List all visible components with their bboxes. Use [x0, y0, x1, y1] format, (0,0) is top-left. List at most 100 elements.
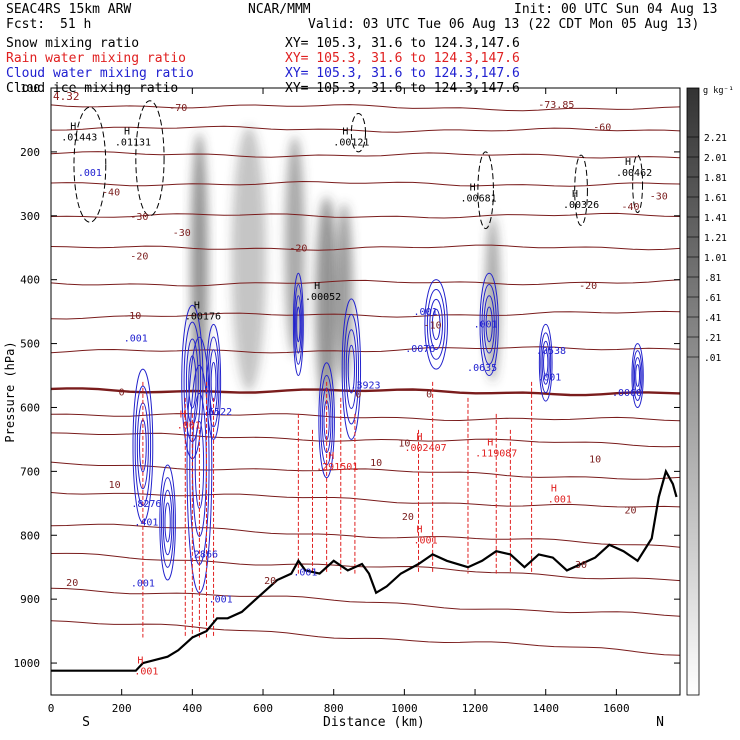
isotherm-label: -73.85: [538, 100, 574, 111]
cloud-water-contour: [635, 364, 641, 387]
isotherm: [51, 212, 680, 219]
rain-water-label: .002407: [404, 443, 446, 454]
y-tick-label: 900: [20, 593, 40, 606]
cloud-water-contour: [161, 477, 175, 568]
x-axis-title: Distance (km): [323, 715, 425, 730]
cloud-water-contour: [188, 355, 197, 409]
ice-max-label: .01443: [61, 132, 97, 143]
cloud-water-label: .3923: [350, 380, 380, 391]
isotherm-label: 10: [589, 455, 601, 466]
isotherm: [51, 346, 680, 354]
cloud-water-contour: [292, 272, 304, 377]
y-axis-title: Pressure (hPa): [3, 341, 17, 442]
isotherm-label: -40: [102, 188, 120, 199]
isotherm: [51, 151, 680, 159]
field-cloud-water-xy: XY= 105.3, 31.6 to 124.3,147.6: [285, 66, 520, 81]
rain-water-label: .001: [177, 421, 201, 432]
cloud-water-contour: [347, 344, 355, 394]
max-marker: H: [328, 451, 334, 462]
y-tick-label: 100: [20, 82, 40, 95]
cloud-water-contour: [541, 340, 550, 385]
field-snow-name: Snow mixing ratio: [6, 36, 140, 51]
isotherm-label: -10: [123, 311, 141, 322]
cloud-ice-contour: [73, 106, 107, 223]
cloud-water-contour: [538, 323, 553, 402]
colorbar: 2.21 2.01 1.81 1.61 1.41 1.21 1.01 .81 .61 .41 .21…: [686, 87, 727, 696]
cloud-water-contour: [543, 349, 549, 377]
cloud-water-contour: [295, 295, 302, 354]
max-marker: H: [342, 127, 348, 138]
cloud-water-contour: [210, 361, 217, 402]
isotherm: [51, 432, 680, 448]
isotherm: [51, 620, 680, 656]
max-marker: H: [70, 121, 76, 132]
isotherm: [51, 413, 680, 422]
x-axis-left-end: S: [82, 715, 90, 730]
x-tick-label: 400: [182, 702, 202, 715]
x-tick-label: 1600: [603, 702, 630, 715]
field-snow-xy: XY= 105.3, 31.6 to 124.3,147.6: [285, 36, 520, 51]
max-marker: H: [194, 300, 200, 311]
cloud-water-contour: [343, 313, 360, 425]
contour-labels: .01443H.01131H.00121H.00681H.00326H.0046…: [61, 100, 668, 678]
isotherm-label: 0: [119, 388, 125, 399]
isotherm-label: -60: [593, 122, 611, 133]
cloud-water-label: .0635: [467, 363, 497, 374]
isotherm-label: 20: [402, 512, 414, 523]
cloud-water-contour: [431, 308, 441, 341]
isotherm-label: 10: [370, 458, 382, 469]
y-tick-label: 800: [20, 529, 40, 542]
forecast-hours: 51 h: [60, 17, 92, 32]
ice-max-label: .00176: [185, 311, 221, 322]
cloud-water-contour: [424, 279, 448, 370]
x-tick-label: 600: [253, 702, 273, 715]
isotherm: [51, 279, 680, 287]
max-marker: H: [417, 432, 423, 443]
cloud-water-contour: [207, 336, 220, 428]
cloud-water-contour: [185, 338, 199, 426]
cloud-ice-contour: [477, 151, 494, 230]
colorbar-tick-label: .01: [704, 353, 721, 364]
cloud-water-label: .0060: [612, 388, 642, 399]
rain-water-label: .119087: [475, 449, 517, 460]
cloud-water-label: .001: [124, 334, 148, 345]
y-tick-label: 1000: [14, 657, 41, 670]
colorbar-tick-label: 1.01: [704, 253, 727, 264]
snow-plume: [190, 132, 209, 402]
cloud-water-label: .2866: [188, 550, 218, 561]
cloud-water-contour: [485, 306, 493, 343]
cloud-water-contour: [341, 298, 362, 440]
rain-water-label: .001: [414, 536, 438, 547]
snow-plume: [231, 126, 267, 392]
max-marker: H: [137, 656, 143, 667]
cloud-water-contour: [294, 284, 303, 365]
cloud-water-contour: [426, 289, 446, 360]
cloud-ice-contour: [135, 100, 165, 217]
colorbar-tick-label: 1.81: [704, 173, 727, 184]
ice-max-label: .00052: [305, 292, 341, 303]
cloud-water-contour: [632, 350, 643, 401]
ice-max-label: .00681: [461, 194, 497, 205]
cloud-water-contours: [132, 272, 644, 594]
isotherm: [51, 523, 680, 548]
max-marker: H: [314, 281, 320, 292]
isotherm-label: -20: [130, 251, 148, 262]
isotherm: [51, 180, 680, 187]
rain-water-label: .001: [134, 667, 158, 678]
cloud-water-contour: [345, 329, 358, 409]
x-tick-label: 1000: [391, 702, 418, 715]
cloud-water-label: .001: [293, 568, 317, 579]
x-tick-label: 200: [112, 702, 132, 715]
isotherm-label: 0: [355, 389, 361, 400]
y-tick-label: 400: [20, 274, 40, 287]
forecast-label: Fcst:: [6, 17, 46, 32]
cloud-water-label: .001: [537, 373, 561, 384]
colorbar-tick-label: .41: [704, 313, 721, 324]
cloud-water-contour: [164, 502, 171, 543]
max-marker: H: [417, 525, 423, 536]
rain-water-contours: [142, 381, 533, 638]
cloud-water-contour: [320, 374, 334, 466]
isotherm-label: -20: [579, 281, 597, 292]
colorbar-tick-label: 1.41: [704, 213, 727, 224]
isotherm: [51, 244, 680, 251]
